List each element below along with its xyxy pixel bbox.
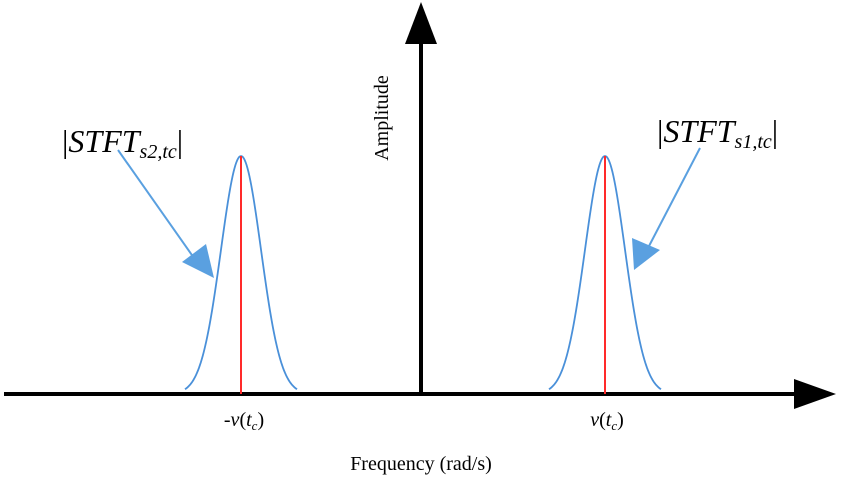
left-tick-label: -v(tc) — [224, 409, 264, 433]
right-pointer-arrowhead — [632, 238, 660, 270]
y-axis-label: Amplitude — [371, 75, 393, 161]
left-pointer-arrowhead — [182, 244, 214, 278]
x-axis-arrowhead — [794, 379, 836, 409]
left-pointer-line — [117, 149, 195, 259]
x-axis-label: Frequency (rad/s) — [350, 453, 492, 475]
left-stft-label: |STFTs2,tc| — [62, 123, 183, 163]
right-pointer-line — [647, 147, 701, 249]
y-axis-arrowhead — [405, 2, 437, 44]
right-stft-label: |STFTs1,tc| — [657, 113, 778, 153]
right-tick-label: v(tc) — [590, 409, 624, 433]
